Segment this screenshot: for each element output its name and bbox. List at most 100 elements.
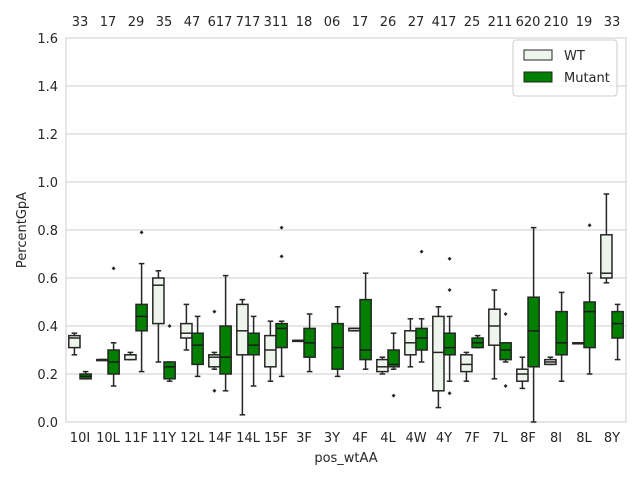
box-mutant-4Y bbox=[443, 315, 456, 382]
box-mutant-8Y bbox=[611, 303, 624, 361]
box-wt-3F bbox=[292, 339, 305, 343]
outlier-wt-14F-1 bbox=[212, 388, 217, 393]
box-mutant-4L bbox=[387, 332, 400, 370]
top-label-8Y: 33 bbox=[604, 15, 621, 30]
x-tick-11Y: 11Y bbox=[152, 431, 177, 446]
y-tick-labels: 0.0 0.2 0.4 0.6 0.8 1.0 1.2 1.4 1.6 bbox=[37, 32, 58, 431]
box-body bbox=[460, 354, 473, 373]
box-mutant-7F bbox=[471, 334, 484, 349]
x-tick-4F: 4F bbox=[352, 431, 368, 446]
top-label-7L: 211 bbox=[488, 15, 513, 30]
box-mutant-3Y bbox=[331, 306, 344, 378]
box-mutant-4W bbox=[415, 318, 428, 363]
box-wt-11Y bbox=[152, 270, 165, 363]
outlier-mutant-7L-1 bbox=[503, 384, 508, 388]
x-tick-11F: 11F bbox=[124, 431, 148, 446]
outlier-mutant-7L-0 bbox=[503, 312, 508, 316]
top-label-11Y: 35 bbox=[156, 15, 173, 30]
box-mutant-11F bbox=[135, 262, 148, 373]
box-body bbox=[152, 277, 165, 325]
outlier-mutant-8L-0 bbox=[587, 223, 592, 228]
outlier-mutant-4Y-1 bbox=[447, 288, 452, 292]
box-mutant-12L bbox=[191, 315, 204, 378]
legend-label-wt: WT bbox=[564, 49, 585, 64]
box-mutant-4F bbox=[359, 272, 372, 370]
x-tick-10I: 10I bbox=[70, 431, 90, 446]
box-body bbox=[600, 234, 613, 279]
box-wt-11F bbox=[124, 351, 137, 361]
outlier-mutant-11Y-0 bbox=[167, 324, 172, 328]
y-axis-label: PercentGpA bbox=[15, 192, 30, 268]
box-wt-15F bbox=[264, 320, 277, 382]
top-label-3Y: 06 bbox=[324, 15, 341, 30]
outlier-mutant-4Y-0 bbox=[447, 256, 452, 261]
x-tick-15F: 15F bbox=[264, 431, 288, 446]
box-body bbox=[163, 361, 176, 380]
x-tick-3Y: 3Y bbox=[324, 431, 340, 446]
top-label-8I: 210 bbox=[544, 15, 569, 30]
plot-frame bbox=[65, 37, 627, 423]
box-mutant-14L bbox=[247, 315, 260, 387]
box-mutant-10I bbox=[79, 370, 92, 380]
x-tick-7L: 7L bbox=[492, 431, 508, 446]
box-wt-14L bbox=[236, 298, 249, 416]
y-tick-3: 0.6 bbox=[37, 272, 58, 287]
box-mutant-8I bbox=[555, 291, 568, 382]
box-body bbox=[387, 349, 400, 368]
outlier-mutant-4L-0 bbox=[391, 393, 396, 398]
box-body bbox=[499, 342, 512, 361]
box-body bbox=[443, 332, 456, 356]
top-label-4L: 26 bbox=[380, 15, 397, 30]
box-wt-7F bbox=[460, 351, 473, 382]
box-wt-8I bbox=[544, 356, 557, 366]
x-tick-4W: 4W bbox=[405, 431, 426, 446]
box-mutant-8F bbox=[527, 226, 540, 423]
x-tick-8F: 8F bbox=[520, 431, 536, 446]
top-label-3F: 18 bbox=[296, 15, 313, 30]
x-tick-4L: 4L bbox=[380, 431, 396, 446]
top-label-15F: 311 bbox=[264, 15, 289, 30]
box-wt-10I bbox=[68, 332, 81, 356]
box-wt-10L bbox=[96, 358, 109, 362]
y-tick-4: 0.8 bbox=[37, 224, 58, 239]
x-tick-14F: 14F bbox=[208, 431, 232, 446]
top-label-8L: 19 bbox=[576, 15, 593, 30]
top-label-7F: 25 bbox=[464, 15, 481, 30]
box-body bbox=[247, 332, 260, 356]
box-body bbox=[359, 298, 372, 361]
box-wt-4Y bbox=[432, 306, 445, 409]
box-body bbox=[331, 322, 344, 370]
x-tick-4Y: 4Y bbox=[436, 431, 452, 446]
x-tick-7F: 7F bbox=[464, 431, 480, 446]
box-wt-8F bbox=[516, 356, 529, 390]
x-tick-10L: 10L bbox=[96, 431, 121, 446]
outlier-mutant-4Y-2 bbox=[447, 391, 452, 396]
top-label-14F: 617 bbox=[208, 15, 233, 30]
box-mutant-15F bbox=[275, 320, 288, 378]
box-wt-4F bbox=[348, 327, 361, 332]
box-mutant-8L bbox=[583, 272, 596, 375]
top-label-4Y: 417 bbox=[432, 15, 457, 30]
top-label-4F: 17 bbox=[352, 15, 369, 30]
x-tick-12L: 12L bbox=[180, 431, 205, 446]
top-label-12L: 47 bbox=[184, 15, 201, 30]
box-body bbox=[236, 303, 249, 356]
top-label-14L: 717 bbox=[236, 15, 261, 30]
legend-swatch-mutant bbox=[523, 71, 553, 83]
x-axis-label: pos_wtAA bbox=[314, 451, 377, 466]
legend: WT Mutant bbox=[512, 39, 618, 97]
box-body bbox=[555, 310, 568, 356]
top-label-4W: 27 bbox=[408, 15, 425, 30]
y-tick-0: 0.0 bbox=[37, 416, 58, 431]
box-body bbox=[415, 327, 428, 351]
box-body bbox=[264, 334, 277, 368]
box-mutant-7L bbox=[499, 342, 512, 363]
x-tick-3F: 3F bbox=[296, 431, 312, 446]
box-mutant-14F bbox=[219, 274, 232, 392]
box-body bbox=[275, 322, 288, 349]
outlier-mutant-11F-0 bbox=[139, 230, 144, 235]
box-body bbox=[488, 308, 501, 346]
box-body bbox=[516, 368, 529, 382]
box-mutant-3F bbox=[303, 313, 316, 373]
